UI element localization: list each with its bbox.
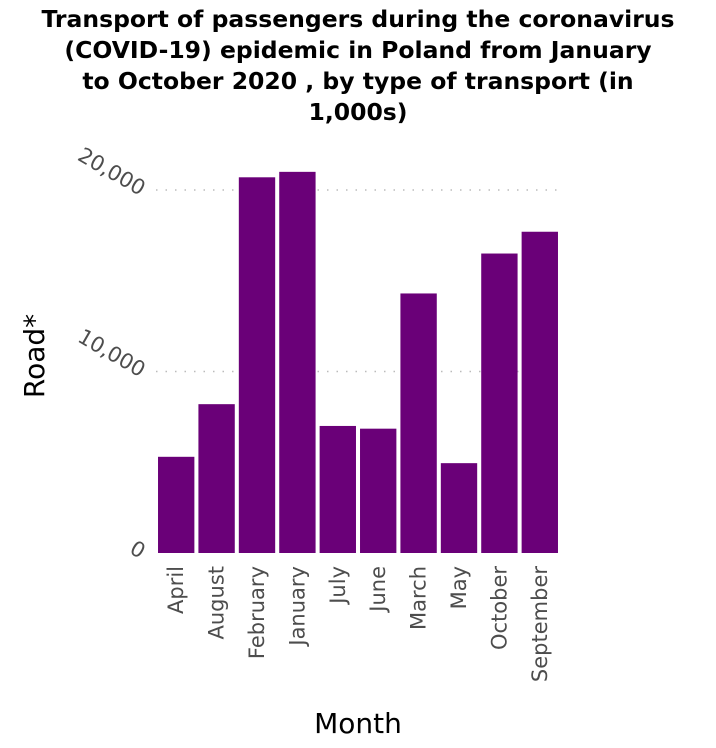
x-tick-label-january: January [285,566,309,648]
y-axis-ticks: 0 10,000 20,000 [74,143,150,564]
y-tick-label: 10,000 [74,324,150,382]
bars [158,171,558,554]
bar-january [279,171,316,553]
chart-title-line-4: 1,000s) [308,98,408,126]
y-tick-label: 20,000 [74,143,150,201]
bar-september [521,231,558,553]
x-tick-label-september: September [528,566,552,682]
y-tick-label: 0 [126,536,150,563]
x-tick-label-march: March [407,566,431,630]
bar-february [238,177,276,554]
x-tick-label-july: July [326,566,350,606]
x-tick-label-february: February [245,566,269,659]
x-axis-ticks: April August February January July June March M… [164,566,552,682]
x-tick-label-august: August [205,566,229,640]
x-tick-label-october: October [487,566,511,650]
x-tick-label-june: June [366,566,390,614]
x-tick-label-may: May [447,566,471,609]
grid-lines [156,189,560,373]
bar-august [198,404,235,553]
chart-title-line-2: (COVID-19) epidemic in Poland from Janua… [64,36,652,64]
bar-july [319,425,356,553]
bar-june [360,428,397,553]
x-tick-label-april: April [164,566,188,614]
chart-title-line-3: to October 2020 , by type of transport (… [82,67,634,95]
bar-october [481,253,518,553]
bar-april [158,456,195,553]
bar-may [440,463,478,553]
chart-title-line-1: Transport of passengers during the coron… [41,5,675,33]
chart-title: Transport of passengers during the coron… [0,4,716,128]
y-axis-label: Road* [18,314,51,398]
x-axis-label: Month [314,707,402,740]
bar-march [400,293,437,553]
